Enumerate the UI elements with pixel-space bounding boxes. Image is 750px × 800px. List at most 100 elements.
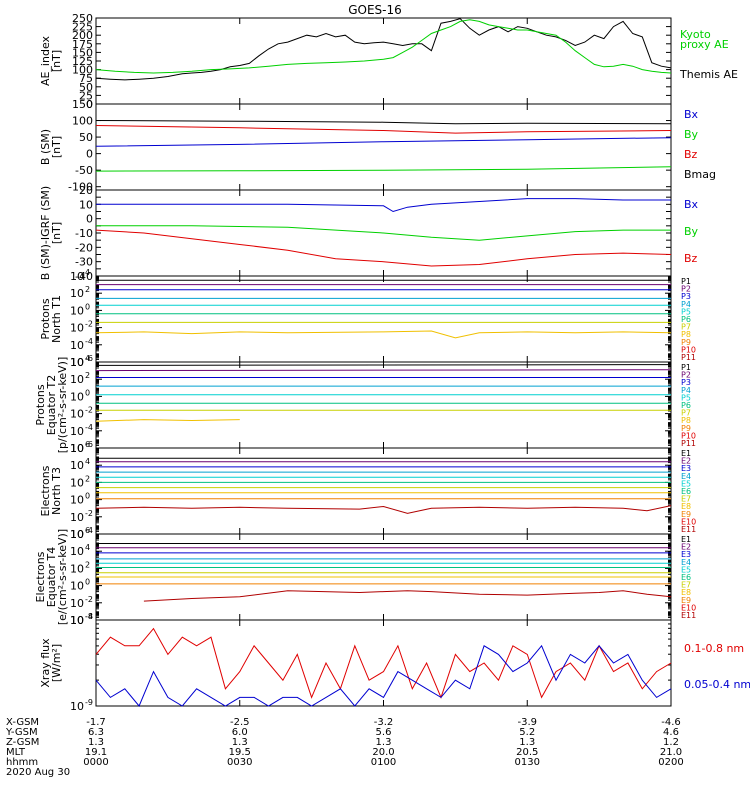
y-tick-label: 10 (70, 442, 84, 455)
series-by (96, 225, 671, 241)
x-axis-row-value: 1.3 (519, 737, 535, 748)
y-tick-exponent: 2 (85, 285, 90, 294)
x-axis-row-value: 5.2 (519, 727, 535, 738)
y-tick-exponent: 6 (85, 526, 90, 535)
panel-bsm: -100 -50 0 50 100 150 B (SM)[nT] Bx By Bz Bmag (39, 98, 716, 194)
legend-entry: 0.1-0.8 nm (684, 642, 744, 655)
y-tick-label: 10 (70, 322, 84, 335)
legend-entry: E3 (681, 550, 691, 559)
y-tick-exponent: 4 (85, 268, 90, 277)
panel-bsm-frame (95, 103, 672, 191)
y-tick-label: 10 (70, 304, 84, 317)
y-tick-exponent: -2 (85, 595, 93, 604)
y-tick-label: 10 (70, 494, 84, 507)
x-axis-row-label: Y-GSM (5, 727, 38, 738)
legend-entry: E9 (681, 510, 691, 519)
legend-entry: P5 (681, 393, 691, 402)
y-tick-label: 175 (72, 38, 93, 51)
y-axis-label: North T3 (50, 467, 63, 515)
y-tick-exponent: 2 (85, 371, 90, 380)
series-p8 (95, 419, 240, 422)
y-tick-label: 75 (79, 72, 93, 85)
x-axis-row-value: 4.6 (663, 727, 679, 738)
y-tick-label: -50 (75, 164, 93, 177)
y-tick-exponent: -6 (85, 440, 93, 449)
legend-entry: E10 (681, 517, 696, 526)
legend-entry: E11 (681, 525, 696, 534)
y-tick-label: 200 (72, 29, 93, 42)
legend-entry: P1 (681, 363, 691, 372)
legend-entry: P9 (681, 424, 691, 433)
x-axis-row-value: -3.2 (374, 717, 394, 728)
x-axis-row-label: X-GSM (6, 717, 39, 728)
series-bx (95, 137, 672, 147)
y-axis-label: Protons (34, 384, 47, 425)
x-axis-row-value: 1.3 (88, 737, 104, 748)
legend-entry: P11 (681, 439, 696, 448)
x-axis-row-value: 5.6 (376, 727, 392, 738)
series-themis-ae (95, 18, 672, 81)
y-tick-label: 150 (72, 46, 93, 59)
x-axis-row-value: 1.2 (663, 737, 679, 748)
y-axis-label: Electrons (39, 465, 52, 516)
y-tick-label: -30 (75, 256, 93, 269)
legend-entry: Bx (684, 198, 699, 211)
x-axis-row-value: -4.6 (661, 717, 681, 728)
x-axis-labels: X-GSM -1.7 -2.5 -3.2 -3.9 -4.6 Y-GSM 6.3 6.0 5.6 5… (5, 717, 684, 778)
series-0-05-0-4-nm (95, 644, 672, 707)
legend-entry: E9 (681, 596, 691, 605)
x-axis-row-value: 0000 (83, 757, 108, 768)
legend-entry: E4 (681, 558, 691, 567)
legend-entry: E5 (681, 479, 691, 488)
y-axis-label: North T1 (50, 295, 63, 343)
legend-entry: E3 (681, 464, 691, 473)
series-bz (95, 125, 672, 134)
panels: 0255075100125150175200225250AE_index[nT]… (34, 12, 750, 713)
y-tick-label: 0 (86, 148, 93, 161)
legend-entry: P3 (681, 292, 691, 301)
series-e10 (95, 505, 672, 514)
y-axis-label: Protons (39, 298, 52, 339)
y-axis-label: [nT] (50, 222, 63, 244)
y-tick-exponent: -9 (85, 698, 93, 707)
y-tick-label: 10 (70, 459, 84, 472)
y-tick-label: 10 (70, 528, 84, 541)
y-tick-label: -10 (75, 227, 93, 240)
y-axis-label: [nT] (50, 50, 63, 72)
y-axis-label: Equator T2 (45, 375, 58, 435)
y-axis-label: B (SM) (39, 129, 52, 165)
panel-pn-frame (95, 275, 672, 363)
y-axis-label: [W/m²] (50, 644, 63, 682)
legend-entry: P8 (681, 330, 691, 339)
y-axis-label: B (SM)-IGRF (SM) (39, 186, 52, 280)
panel-ae: 0255075100125150175200225250AE_index[nT]… (39, 12, 738, 111)
y-tick-exponent: 4 (85, 457, 90, 466)
y-tick-exponent: -4 (85, 423, 93, 432)
legend-entry: E1 (681, 535, 691, 544)
y-tick-exponent: -2 (85, 406, 93, 415)
legend-entry: Bz (684, 148, 698, 161)
legend-entry: By (684, 225, 699, 238)
y-tick-label: 10 (70, 373, 84, 386)
y-tick-label: 10 (70, 580, 84, 593)
legend-entry: P6 (681, 315, 691, 324)
y-tick-label: 10 (70, 356, 84, 369)
legend-entry: E10 (681, 603, 696, 612)
y-tick-label: 50 (79, 81, 93, 94)
legend-entry: P3 (681, 378, 691, 387)
y-tick-label: -20 (75, 241, 93, 254)
y-tick-exponent: 4 (85, 354, 90, 363)
y-tick-exponent: 2 (85, 560, 90, 569)
legend-entry: E6 (681, 487, 691, 496)
legend-entry: proxy AE (680, 38, 729, 51)
y-tick-exponent: -4 (85, 612, 93, 621)
y-tick-exponent: 0 (85, 578, 90, 587)
x-axis-row-value: 19.1 (85, 747, 107, 758)
legend-entry: 0.05-0.4 nm (684, 678, 750, 691)
panel-ae-frame (95, 17, 672, 105)
series-bmag (95, 120, 672, 125)
